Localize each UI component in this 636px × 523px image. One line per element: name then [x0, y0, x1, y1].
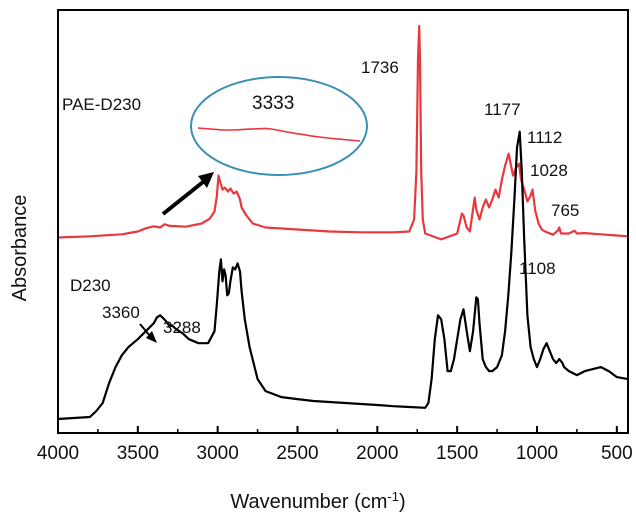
x-tick-label: 2000	[356, 443, 398, 464]
series-label-d230: D230	[70, 276, 111, 295]
inset-arrow-head	[198, 172, 214, 188]
x-tick-label: 4000	[37, 443, 79, 464]
peak-label-1108: 1108	[519, 259, 556, 278]
peak-label-765: 765	[551, 201, 579, 220]
arrow-3360-line	[139, 323, 151, 337]
inset-arrow-line	[161, 180, 205, 216]
x-tick-label: 1000	[516, 443, 558, 464]
plot-frame	[57, 9, 629, 434]
inset-label: 3333	[252, 93, 294, 114]
x-tick-label: 3000	[197, 443, 239, 464]
series-label-pae-d230: PAE-D230	[62, 95, 141, 114]
inset-zoom: 3333	[190, 76, 368, 176]
peak-label-1112: 1112	[527, 128, 562, 147]
inset-ellipse	[190, 76, 368, 176]
peak-label-3360: 3360	[102, 303, 140, 322]
x-tick-label: 3500	[117, 443, 159, 464]
peak-label-3288: 3288	[163, 318, 201, 337]
x-tick-label: 2500	[276, 443, 318, 464]
peak-label-1028: 1028	[530, 161, 568, 180]
peak-labels: PAE-D230 D230 1736 1177 1112 1028 765 1108 3360 3…	[62, 58, 579, 343]
axes: 4000 3500 3000 2500 2000 1500 1000 500	[37, 9, 633, 464]
x-axis-title: Wavenumber (cm-1)	[230, 489, 405, 514]
peak-label-1177: 1177	[484, 100, 521, 119]
arrow-3360-head	[146, 331, 157, 343]
inset-curve	[197, 127, 361, 142]
y-axis-title: Absorbance	[9, 195, 31, 302]
peak-label-1736: 1736	[361, 58, 399, 77]
x-tick-label: 1500	[436, 443, 478, 464]
plot-area	[57, 24, 629, 421]
series-line-d230	[57, 130, 629, 421]
x-tick-label: 500	[601, 443, 633, 464]
series-line-pae-d230	[57, 24, 629, 241]
